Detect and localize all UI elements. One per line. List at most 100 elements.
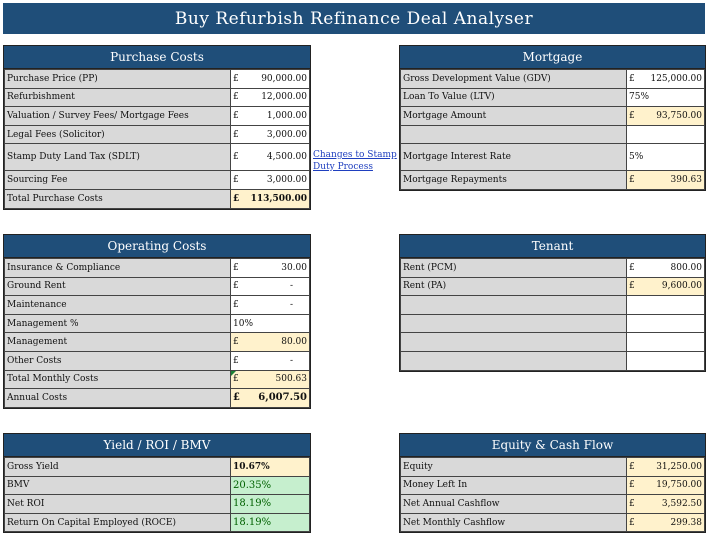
comment-indicator-icon: [231, 371, 236, 376]
cell-value[interactable]: £125,000.00: [626, 69, 705, 89]
cell-label[interactable]: Loan To Value (LTV): [400, 87, 627, 108]
cell-value[interactable]: 18.19%: [230, 494, 310, 514]
cell-value[interactable]: 10.67%: [230, 457, 310, 477]
yield-table: Gross Yield 10.67% BMV 20.35% Net ROI 18…: [4, 457, 310, 533]
cell-label[interactable]: [400, 350, 627, 371]
cell-value[interactable]: £3,000.00: [230, 170, 310, 190]
cell-value[interactable]: £800.00: [626, 258, 705, 278]
cell-value[interactable]: [626, 313, 705, 334]
table-row: Valuation / Survey Fees/ Mortgage Fees £…: [4, 106, 310, 126]
stamp-duty-link[interactable]: Changes to Stamp Duty Process: [313, 150, 397, 172]
cell-value[interactable]: £113,500.00: [230, 188, 310, 209]
table-row: BMV 20.35%: [4, 475, 310, 496]
cell-label[interactable]: Gross Development Value (GDV): [400, 69, 627, 89]
cell-label[interactable]: Annual Costs: [4, 388, 231, 408]
cell-label[interactable]: Maintenance: [4, 295, 231, 315]
tenant-table: Rent (PCM) £800.00 Rent (PA) £9,600.00: [400, 258, 705, 371]
cell-value[interactable]: [626, 332, 705, 352]
cell-label[interactable]: Valuation / Survey Fees/ Mortgage Fees: [4, 106, 231, 126]
cell-label[interactable]: [400, 124, 627, 145]
cell-label[interactable]: Management: [4, 332, 231, 352]
cell-label[interactable]: Total Purchase Costs: [4, 188, 231, 209]
table-row: Gross Yield 10.67%: [4, 457, 310, 477]
cell-value[interactable]: £30.00: [230, 258, 310, 278]
cell-label[interactable]: Legal Fees (Solicitor): [4, 124, 231, 145]
cell-value[interactable]: £299.38: [626, 512, 705, 533]
cell-label[interactable]: [400, 313, 627, 334]
table-row: Total Purchase Costs £113,500.00: [4, 188, 310, 209]
operating-costs-panel: Operating Costs Insurance & Compliance £…: [3, 234, 311, 409]
cell-label[interactable]: Ground Rent: [4, 276, 231, 297]
cell-value[interactable]: £1,000.00: [230, 106, 310, 126]
table-row: Loan To Value (LTV) 75%: [400, 87, 705, 108]
cell-label[interactable]: Gross Yield: [4, 457, 231, 477]
table-row: Purchase Price (PP) £90,000.00: [4, 69, 310, 89]
cell-value[interactable]: 75%: [626, 87, 705, 108]
cell-value[interactable]: £93,750.00: [626, 106, 705, 126]
cell-value[interactable]: £4,500.00: [230, 143, 310, 172]
cell-label[interactable]: Other Costs: [4, 350, 231, 371]
cell-value[interactable]: £500.63: [230, 369, 310, 390]
cell-label[interactable]: Mortgage Repayments: [400, 170, 627, 190]
table-row: Annual Costs £6,007.50: [4, 388, 310, 408]
cell-label[interactable]: Net Annual Cashflow: [400, 494, 627, 514]
cell-label[interactable]: Money Left In: [400, 475, 627, 496]
table-row: Management % 10%: [4, 313, 310, 334]
yield-panel: Yield / ROI / BMV Gross Yield 10.67% BMV…: [3, 433, 311, 534]
cell-label[interactable]: Rent (PA): [400, 276, 627, 297]
cell-value[interactable]: £6,007.50: [230, 388, 310, 408]
cell-value[interactable]: £3,000.00: [230, 124, 310, 145]
cell-value[interactable]: £19,750.00: [626, 475, 705, 496]
cell-label[interactable]: Mortgage Interest Rate: [400, 143, 627, 172]
cell-label[interactable]: Management %: [4, 313, 231, 334]
table-row: Legal Fees (Solicitor) £3,000.00: [4, 124, 310, 145]
cell-label[interactable]: Net ROI: [4, 494, 231, 514]
cell-label[interactable]: Stamp Duty Land Tax (SDLT): [4, 143, 231, 172]
table-row: Gross Development Value (GDV) £125,000.0…: [400, 69, 705, 89]
cell-value[interactable]: £9,600.00: [626, 276, 705, 297]
table-row: Other Costs £ -: [4, 350, 310, 371]
cell-value[interactable]: £31,250.00: [626, 457, 705, 477]
cell-value[interactable]: 5%: [626, 143, 705, 172]
cell-value[interactable]: £ -: [230, 350, 310, 371]
page-title: Buy Refurbish Refinance Deal Analyser: [3, 3, 705, 34]
cell-value[interactable]: £12,000.00: [230, 87, 310, 108]
tenant-header: Tenant: [400, 235, 705, 258]
table-row: Management £80.00: [4, 332, 310, 352]
table-row: Total Monthly Costs £500.63: [4, 369, 310, 390]
cell-label[interactable]: Net Monthly Cashflow: [400, 512, 627, 533]
cell-label[interactable]: Insurance & Compliance: [4, 258, 231, 278]
cell-value[interactable]: £390.63: [626, 170, 705, 190]
table-row: Insurance & Compliance £30.00: [4, 258, 310, 278]
cell-label[interactable]: [400, 295, 627, 315]
table-row: Return On Capital Employed (ROCE) 18.19%: [4, 512, 310, 533]
cell-label[interactable]: Rent (PCM): [400, 258, 627, 278]
cell-label[interactable]: Mortgage Amount: [400, 106, 627, 126]
cell-value[interactable]: 20.35%: [230, 475, 310, 496]
cell-label[interactable]: Equity: [400, 457, 627, 477]
cell-label[interactable]: Purchase Price (PP): [4, 69, 231, 89]
cell-value[interactable]: £3,592.50: [626, 494, 705, 514]
cell-value[interactable]: [626, 124, 705, 145]
cell-value[interactable]: [626, 350, 705, 371]
table-row: Net Annual Cashflow £3,592.50: [400, 494, 705, 514]
cell-label[interactable]: Return On Capital Employed (ROCE): [4, 512, 231, 533]
equity-table: Equity £31,250.00 Money Left In £19,750.…: [400, 457, 705, 533]
cell-value[interactable]: £80.00: [230, 332, 310, 352]
cell-value[interactable]: £ -: [230, 276, 310, 297]
cell-value[interactable]: £90,000.00: [230, 69, 310, 89]
cell-value[interactable]: 10%: [230, 313, 310, 334]
cell-label[interactable]: Refurbishment: [4, 87, 231, 108]
table-row: Sourcing Fee £3,000.00: [4, 170, 310, 190]
table-row: Refurbishment £12,000.00: [4, 87, 310, 108]
cell-label[interactable]: Sourcing Fee: [4, 170, 231, 190]
equity-panel: Equity & Cash Flow Equity £31,250.00 Mon…: [399, 433, 706, 534]
cell-label[interactable]: Total Monthly Costs: [4, 369, 231, 390]
mortgage-table: Gross Development Value (GDV) £125,000.0…: [400, 69, 705, 190]
cell-label[interactable]: BMV: [4, 475, 231, 496]
cell-value[interactable]: 18.19%: [230, 512, 310, 533]
cell-value[interactable]: [626, 295, 705, 315]
cell-value[interactable]: £ -: [230, 295, 310, 315]
cell-label[interactable]: [400, 332, 627, 352]
table-row: [400, 295, 705, 315]
